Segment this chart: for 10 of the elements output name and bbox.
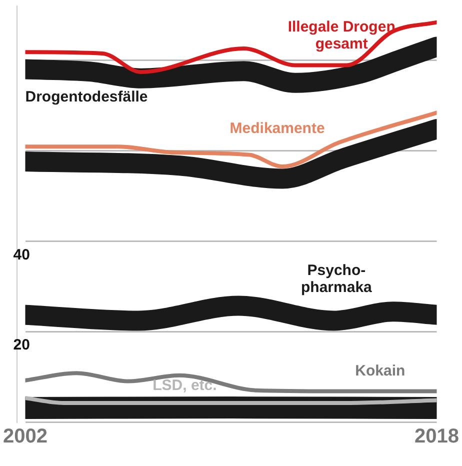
series-label: Illegale Drogen gesamt (288, 18, 396, 52)
series-label: Drogentodesfälle (25, 88, 148, 106)
series-label: LSD, etc. (152, 377, 217, 394)
x-tick-label: 2018 (414, 426, 460, 448)
y-tick-label: 40 (13, 246, 30, 264)
y-tick-label: 20 (13, 336, 30, 354)
series-label: Medikamente (230, 120, 325, 137)
series-label: Psycho-pharmaka (301, 262, 373, 296)
x-tick-label: 2002 (2, 426, 48, 448)
series-label: Kokain (355, 362, 406, 380)
